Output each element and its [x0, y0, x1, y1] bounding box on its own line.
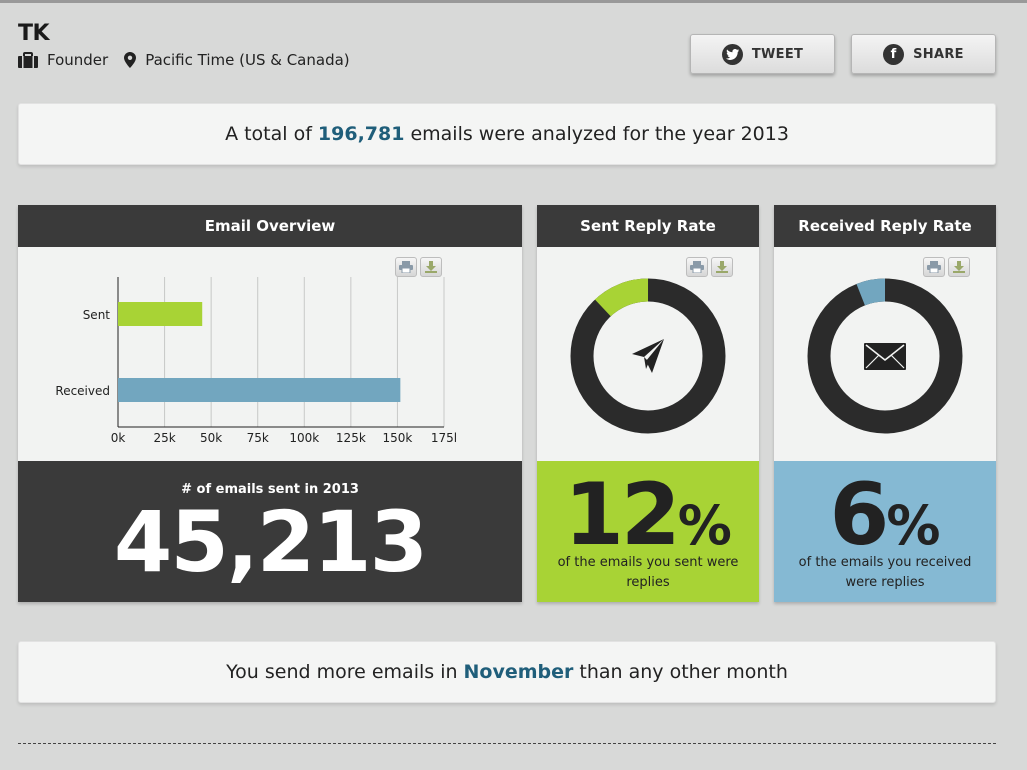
- donut-reply-slice: [570, 278, 726, 434]
- x-tick-label: 100k: [289, 431, 319, 445]
- printer-icon: [927, 261, 941, 273]
- role-item: Founder: [18, 51, 108, 69]
- total-emails-banner: A total of 196,781 emails were analyzed …: [18, 103, 996, 165]
- user-meta: Founder Pacific Time (US & Canada): [18, 51, 366, 69]
- sent-reply-rate-chart-area: [537, 247, 759, 461]
- sent-reply-donut-chart: [570, 278, 726, 434]
- download-icon: [953, 261, 965, 273]
- received-reply-rate-caption: of the emails you received were replies: [798, 555, 972, 590]
- received-reply-rate-title: Received Reply Rate: [774, 205, 996, 247]
- total-prefix: A total of: [225, 123, 312, 145]
- x-tick-label: 175l: [431, 431, 457, 445]
- received-reply-donut-chart: [807, 278, 963, 434]
- timezone-item: Pacific Time (US & Canada): [124, 51, 350, 69]
- print-chart-button[interactable]: [686, 257, 708, 277]
- x-tick-label: 150k: [382, 431, 412, 445]
- download-chart-button[interactable]: [420, 257, 442, 277]
- sent-reply-rate-caption: of the emails you sent were replies: [557, 555, 739, 590]
- download-icon: [716, 261, 728, 273]
- print-chart-button[interactable]: [395, 257, 417, 277]
- tweet-label: TWEET: [751, 46, 804, 62]
- sent-reply-rate-stat: 12% of the emails you sent were replies: [537, 461, 759, 602]
- dashed-divider: [18, 743, 996, 744]
- category-label: Received: [55, 384, 110, 398]
- bar-received: [118, 378, 401, 402]
- print-chart-button[interactable]: [923, 257, 945, 277]
- received-reply-rate-chart-area: [774, 247, 996, 461]
- share-label: SHARE: [913, 46, 964, 62]
- chart-tools: [392, 257, 442, 277]
- sent-reply-rate-value: 12%: [537, 465, 759, 565]
- month-suffix: than any other month: [579, 661, 788, 683]
- month-prefix: You send more emails in: [226, 661, 458, 683]
- busiest-month-banner: You send more emails in November than an…: [18, 641, 996, 703]
- printer-icon: [690, 261, 704, 273]
- download-icon: [425, 261, 437, 273]
- user-name: TK: [18, 21, 50, 46]
- facebook-icon: f: [883, 43, 905, 65]
- download-chart-button[interactable]: [711, 257, 733, 277]
- sent-reply-rate-title: Sent Reply Rate: [537, 205, 759, 247]
- chart-tools: [683, 257, 733, 277]
- user-role: Founder: [47, 51, 109, 69]
- received-reply-rate-panel: Received Reply Rate 6% of the emails you…: [774, 205, 996, 602]
- x-tick-label: 75k: [247, 431, 269, 445]
- user-timezone: Pacific Time (US & Canada): [145, 51, 350, 69]
- map-pin-icon: [124, 52, 137, 68]
- tweet-button[interactable]: TWEET: [690, 34, 835, 74]
- x-tick-label: 25k: [153, 431, 175, 445]
- emails-sent-value: 45,213: [113, 493, 428, 591]
- received-reply-rate-value: 6%: [774, 465, 996, 565]
- emails-sent-caption: # of emails sent in 2013: [181, 482, 359, 497]
- twitter-bird-icon: [721, 43, 743, 65]
- x-tick-label: 125k: [336, 431, 366, 445]
- category-label: Sent: [83, 308, 111, 322]
- x-tick-label: 50k: [200, 431, 222, 445]
- received-reply-rate-number: 6: [829, 465, 890, 565]
- sent-reply-rate-unit: %: [677, 494, 732, 557]
- email-overview-panel: Email Overview 0k 25k 50k 75k 100k 125k 150k 17…: [18, 205, 522, 602]
- total-suffix: emails were analyzed for the year 2013: [410, 123, 789, 145]
- emails-sent-stat: # of emails sent in 2013 45,213: [18, 461, 522, 602]
- bar-sent: [118, 302, 203, 326]
- donut-remainder: [570, 278, 726, 434]
- email-overview-bar-chart: 0k 25k 50k 75k 100k 125k 150k 175l Sent Received: [55, 277, 457, 445]
- paper-plane-icon: [632, 339, 664, 373]
- email-overview-chart-area: 0k 25k 50k 75k 100k 125k 150k 175l Sent Received: [18, 247, 522, 461]
- received-reply-rate-stat: 6% of the emails you received were repli…: [774, 461, 996, 602]
- printer-icon: [399, 261, 413, 273]
- email-overview-title: Email Overview: [18, 205, 522, 247]
- donut-reply-slice: [807, 278, 963, 434]
- envelope-icon: [864, 343, 906, 370]
- busiest-month: November: [463, 661, 574, 683]
- chart-tools: [920, 257, 970, 277]
- download-chart-button[interactable]: [948, 257, 970, 277]
- facebook-share-button[interactable]: f SHARE: [851, 34, 996, 74]
- sent-reply-rate-panel: Sent Reply Rate 12% of the emails you se…: [537, 205, 759, 602]
- briefcase-icon: [18, 52, 38, 68]
- x-tick-label: 0k: [111, 431, 126, 445]
- total-count: 196,781: [317, 123, 405, 145]
- received-reply-rate-unit: %: [886, 494, 941, 557]
- sent-reply-rate-number: 12: [564, 465, 681, 565]
